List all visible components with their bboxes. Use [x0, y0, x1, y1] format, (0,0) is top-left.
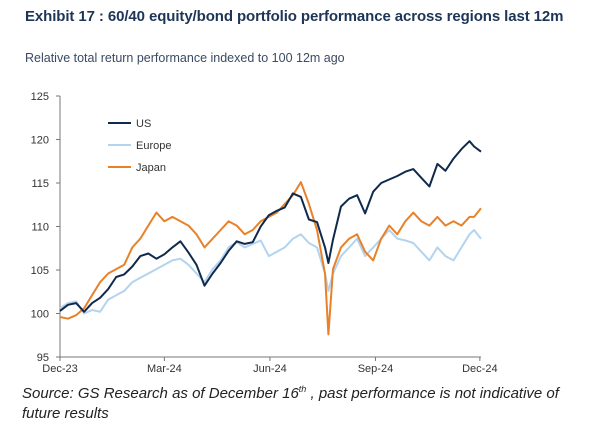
series-line-us [59, 140, 482, 313]
source-note: Source: GS Research as of December 16th … [22, 384, 597, 424]
x-tick-label: Dec-23 [42, 363, 77, 375]
y-tick-label: 115 [31, 178, 49, 190]
legend-label-japan: Japan [136, 162, 166, 174]
source-text: Source: GS Research as of December 16 [22, 385, 299, 402]
line-chart: 95 100 105 110 115 120 125 Dec-23 Mar-24 Jun-24 Se… [31, 91, 498, 375]
y-tick-label: 125 [31, 91, 49, 103]
x-tick-label: Dec-24 [462, 363, 497, 375]
source-text-continued: , past performance is not indicative of … [22, 385, 559, 422]
y-tick-label: 120 [31, 135, 49, 147]
chart-title: Exhibit 17 : 60/40 equity/bond portfolio… [25, 8, 564, 25]
legend: US Europe Japan [108, 118, 171, 174]
x-tick-label: Sep-24 [358, 363, 393, 375]
y-tick-label: 100 [31, 309, 49, 321]
y-tick-label: 110 [31, 222, 49, 234]
y-tick-label: 95 [37, 352, 49, 364]
legend-label-us: US [136, 118, 151, 130]
legend-label-europe: Europe [136, 140, 171, 152]
series-line-europe [59, 229, 482, 315]
x-tick-label: Mar-24 [147, 363, 182, 375]
chart-subtitle: Relative total return performance indexe… [25, 51, 345, 65]
x-tick-label: Jun-24 [253, 363, 287, 375]
series-line-japan [59, 181, 482, 336]
y-tick-label: 105 [31, 265, 49, 277]
source-superscript: th [298, 384, 307, 394]
